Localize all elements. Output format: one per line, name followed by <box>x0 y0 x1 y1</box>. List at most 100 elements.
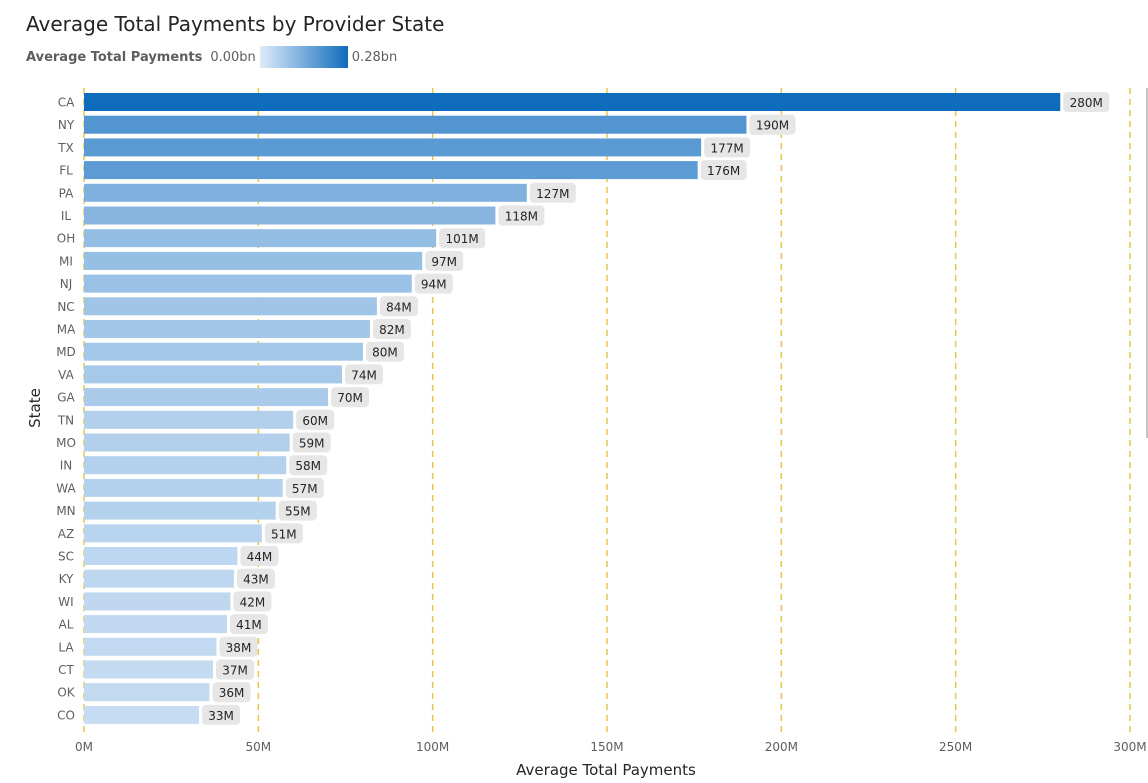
bar[interactable] <box>84 478 283 497</box>
y-category-label: IN <box>60 459 73 473</box>
bar[interactable] <box>84 615 227 634</box>
y-category-label: OH <box>57 232 75 246</box>
data-label: 33M <box>208 709 234 723</box>
bar[interactable] <box>84 342 363 361</box>
x-tick-label: 250M <box>939 740 972 754</box>
data-label: 177M <box>711 141 744 155</box>
data-label-background <box>439 228 486 249</box>
bar[interactable] <box>84 274 412 293</box>
bar[interactable] <box>84 251 423 270</box>
data-label-background <box>1063 92 1110 112</box>
bar[interactable] <box>84 433 290 452</box>
bar[interactable] <box>84 93 1061 111</box>
x-axis-title: Average Total Payments <box>516 761 696 779</box>
bar[interactable] <box>84 206 496 225</box>
bar[interactable] <box>84 410 294 429</box>
data-label-background <box>379 296 418 317</box>
x-tick-label: 300M <box>1113 740 1146 754</box>
bar[interactable] <box>84 365 343 384</box>
y-category-label: TX <box>57 141 74 155</box>
data-label-background <box>345 364 384 385</box>
bar[interactable] <box>84 683 210 702</box>
scrollbar-edge <box>1146 88 1148 438</box>
y-category-label: GA <box>57 391 75 405</box>
data-label-background <box>331 387 370 408</box>
y-category-label: TN <box>57 413 74 427</box>
y-category-label: KY <box>59 572 74 586</box>
y-category-label: AZ <box>58 527 74 541</box>
data-label: 84M <box>386 300 412 314</box>
data-label-background <box>240 546 279 566</box>
color-legend: Average Total Payments 0.00bn 0.28bn <box>26 46 397 68</box>
data-label-background <box>229 614 268 635</box>
bar[interactable] <box>84 388 329 407</box>
legend-min-label: 0.00bn <box>210 49 256 65</box>
bar[interactable] <box>84 501 276 520</box>
y-axis-title: State <box>26 388 44 428</box>
y-category-label: WA <box>56 481 76 495</box>
legend-gradient-bar <box>259 46 348 68</box>
bar[interactable] <box>84 320 370 338</box>
data-label-background <box>414 273 453 294</box>
bar[interactable] <box>84 547 238 565</box>
data-label: 70M <box>337 391 363 405</box>
data-label: 280M <box>1070 96 1103 110</box>
y-category-label: MD <box>56 345 76 359</box>
data-label: 55M <box>285 505 311 519</box>
y-category-label: NJ <box>60 277 73 291</box>
data-label: 60M <box>302 414 328 428</box>
bar[interactable] <box>84 705 200 724</box>
y-category-label: SC <box>58 550 74 564</box>
data-label-background <box>264 523 303 544</box>
data-label: 36M <box>219 686 245 700</box>
bar[interactable] <box>84 138 702 157</box>
y-category-label: IL <box>61 209 72 223</box>
data-label-background <box>372 319 411 339</box>
data-label-background <box>296 409 335 430</box>
y-category-label: PA <box>59 186 74 200</box>
data-label-background <box>202 704 241 725</box>
bar[interactable] <box>84 229 437 248</box>
data-label: 41M <box>236 618 262 632</box>
data-label: 190M <box>756 119 789 133</box>
data-label: 80M <box>372 346 398 360</box>
bar[interactable] <box>84 161 698 180</box>
data-label-background <box>289 455 328 476</box>
data-label-background <box>285 477 324 498</box>
bar[interactable] <box>84 637 217 656</box>
data-label-background <box>212 682 251 703</box>
bar[interactable] <box>84 297 377 316</box>
data-label: 74M <box>351 368 377 382</box>
data-label-background <box>292 432 331 453</box>
data-label: 59M <box>299 437 325 451</box>
y-category-label: CT <box>58 663 74 677</box>
y-category-label: NC <box>57 300 74 314</box>
x-tick-label: 150M <box>590 740 623 754</box>
data-label-background <box>278 500 317 521</box>
data-label: 37M <box>222 664 248 678</box>
x-tick-label: 100M <box>416 740 449 754</box>
bar[interactable] <box>84 592 231 611</box>
data-label-background <box>529 182 576 203</box>
bar[interactable] <box>84 183 527 202</box>
legend-max-label: 0.28bn <box>351 49 398 65</box>
bar[interactable] <box>84 115 747 134</box>
y-category-label: CA <box>58 96 75 110</box>
data-label: 176M <box>707 164 740 178</box>
y-category-label: MO <box>56 436 76 450</box>
data-label: 57M <box>292 482 318 496</box>
data-label-background <box>425 250 464 271</box>
x-tick-label: 0M <box>75 740 93 754</box>
bar[interactable] <box>84 660 214 679</box>
data-label: 44M <box>247 550 273 564</box>
y-category-label: LA <box>58 640 74 654</box>
data-label: 43M <box>243 573 269 587</box>
bar[interactable] <box>84 569 234 588</box>
bar[interactable] <box>84 456 287 475</box>
data-label: 51M <box>271 527 297 541</box>
data-labels: 280M 190M 177M 176M 127M 118M 101M 97M 94M 84M 82M… <box>202 92 1110 725</box>
chart-title: Average Total Payments by Provider State <box>26 12 445 36</box>
bar[interactable] <box>84 524 262 543</box>
data-label-background <box>219 636 258 657</box>
